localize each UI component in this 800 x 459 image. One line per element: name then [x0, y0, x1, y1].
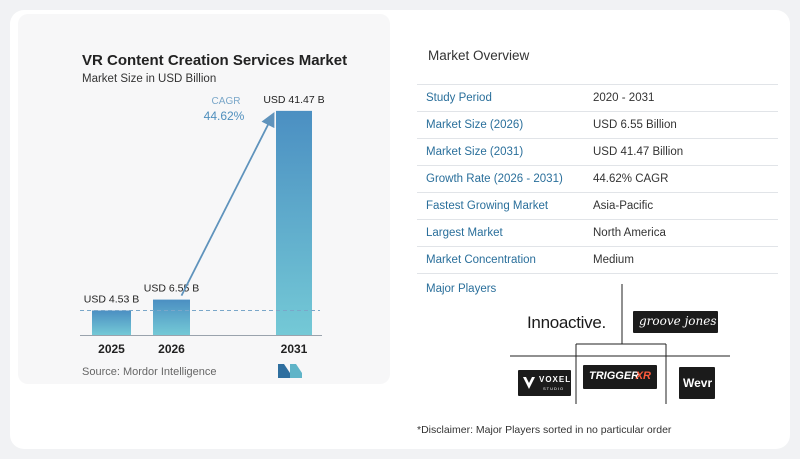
- mordor-logo-icon: [278, 364, 302, 378]
- overview-label: Study Period: [426, 92, 492, 104]
- overview-value: 44.62% CAGR: [593, 173, 669, 185]
- voxel-mark-icon: [523, 377, 535, 389]
- disclaimer-text: *Disclaimer: Major Players sorted in no …: [417, 424, 672, 436]
- overview-table: Study Period 2020 - 2031 Market Size (20…: [417, 84, 778, 274]
- overview-value: Medium: [593, 254, 634, 266]
- chart-title: VR Content Creation Services Market: [82, 52, 348, 69]
- overview-row: Largest Market North America: [417, 220, 778, 247]
- overview-value: USD 6.55 Billion: [593, 119, 677, 131]
- source-text: Source: Mordor Intelligence: [82, 366, 217, 378]
- cagr-label: CAGR: [212, 96, 241, 107]
- overview-title: Market Overview: [428, 48, 530, 63]
- overview-label: Largest Market: [426, 227, 503, 239]
- trigger-xr-logo: TRIGGER XR: [583, 365, 657, 389]
- overview-value: USD 41.47 Billion: [593, 146, 684, 158]
- overview-value: 2020 - 2031: [593, 92, 655, 104]
- groove-jones-logo-text: groove jones: [639, 314, 717, 328]
- overview-value: North America: [593, 227, 666, 239]
- overview-row: Market Concentration Medium: [417, 247, 778, 274]
- wevr-logo: Wevr: [679, 367, 715, 399]
- voxel-logo-text: VOXEL: [539, 375, 572, 384]
- groove-jones-logo: groove jones: [633, 311, 718, 333]
- x-tick-label: 2031: [281, 342, 308, 356]
- x-tick-label: 2026: [158, 342, 185, 356]
- cagr-value: 44.62%: [204, 109, 245, 123]
- bar-chart: USD 4.53 B 2025 USD 6.55 B 2026 USD 41.47 B 2…: [80, 94, 325, 356]
- chart-subtitle: Market Size in USD Billion: [82, 73, 217, 85]
- data-label: USD 4.53 B: [84, 294, 139, 306]
- overview-label: Market Size (2026): [426, 119, 524, 131]
- players-grid-lines: [510, 284, 730, 404]
- wevr-logo-text: Wevr: [683, 376, 713, 390]
- x-tick-label: 2025: [98, 342, 125, 356]
- chart-panel: [18, 14, 390, 384]
- bar: [153, 299, 190, 335]
- voxel-studio-logo: VOXEL STUDIO: [518, 370, 571, 396]
- overview-label: Market Size (2031): [426, 146, 524, 158]
- cagr-arrow: [180, 112, 275, 297]
- overview-label: Growth Rate (2026 - 2031): [426, 173, 563, 185]
- overview-label: Fastest Growing Market: [426, 200, 549, 212]
- data-label: USD 41.47 B: [263, 94, 324, 106]
- overview-row: Growth Rate (2026 - 2031) 44.62% CAGR: [417, 166, 778, 193]
- overview-value: Asia-Pacific: [593, 200, 654, 212]
- bar: [92, 310, 131, 335]
- overview-row: Market Size (2031) USD 41.47 Billion: [417, 139, 778, 166]
- trigger-xr-logo-text: XR: [635, 370, 651, 382]
- overview-label: Market Concentration: [426, 254, 536, 266]
- data-label: USD 6.55 B: [144, 283, 199, 295]
- innoactive-logo: Innoactive.: [527, 313, 606, 332]
- trigger-logo-text: TRIGGER: [589, 370, 640, 382]
- bar: [276, 110, 312, 335]
- overview-row: Market Size (2026) USD 6.55 Billion: [417, 112, 778, 139]
- voxel-logo-subtext: STUDIO: [543, 386, 565, 391]
- overview-row: Fastest Growing Market Asia-Pacific: [417, 193, 778, 220]
- major-players-label: Major Players: [426, 283, 497, 295]
- overview-row: Study Period 2020 - 2031: [417, 84, 778, 112]
